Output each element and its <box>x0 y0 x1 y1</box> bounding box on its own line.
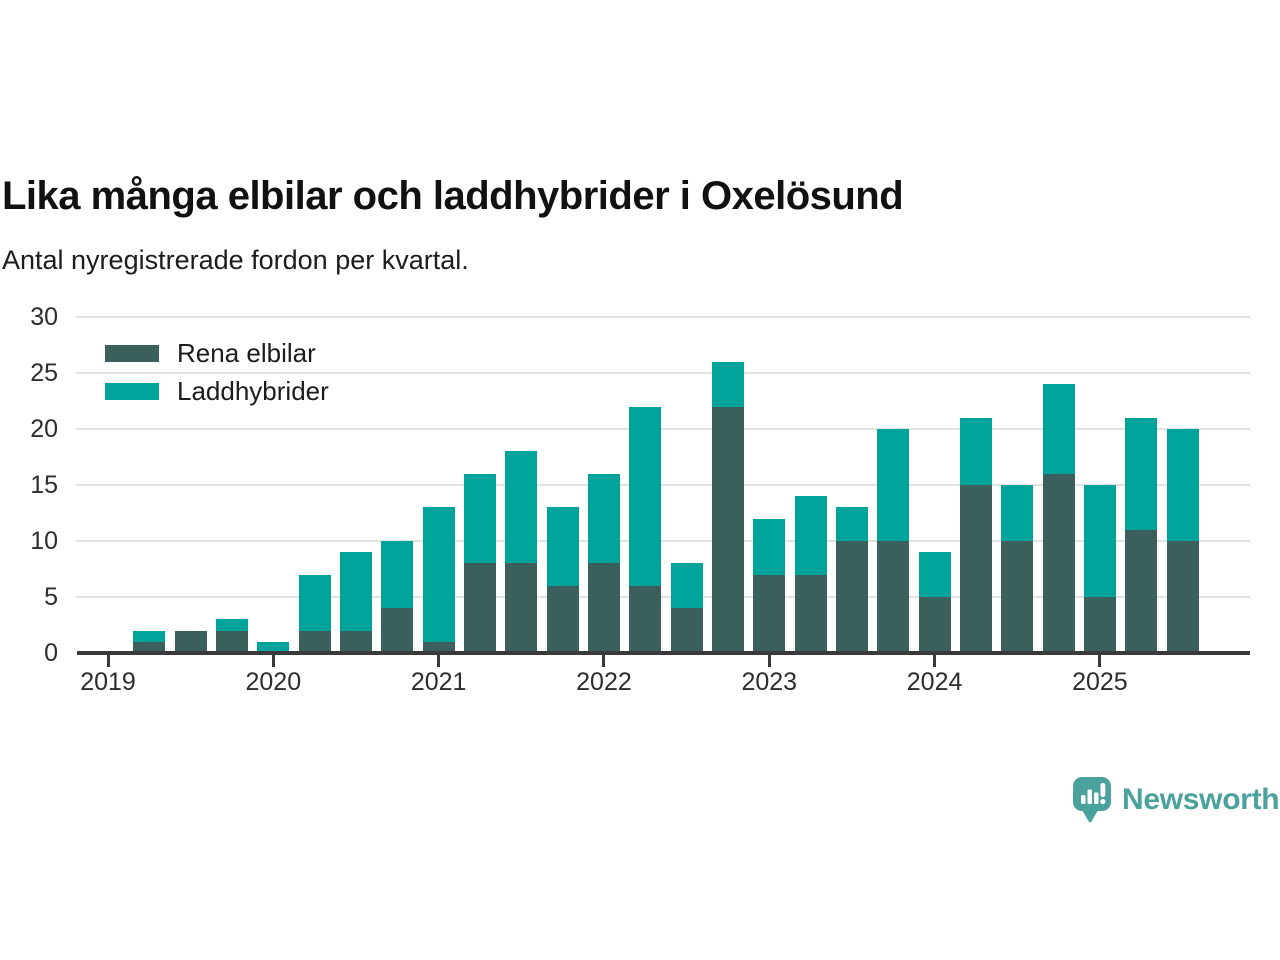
bar-segment-rena-elbilar <box>587 563 620 653</box>
gridline <box>76 540 1250 542</box>
x-axis-tick <box>602 655 606 667</box>
bar-segment-laddhybrider <box>835 507 868 541</box>
y-axis-label: 0 <box>44 639 58 667</box>
bar-segment-rena-elbilar <box>546 585 579 653</box>
bar-segment-rena-elbilar <box>1166 541 1199 653</box>
bar-segment-rena-elbilar <box>918 597 951 653</box>
x-axis-label: 2019 <box>80 668 136 696</box>
bar-segment-rena-elbilar <box>877 541 910 653</box>
legend-label-laddhybrider: Laddhybrider <box>177 375 329 406</box>
bar-segment-laddhybrider <box>298 574 331 631</box>
bar-segment-laddhybrider <box>959 417 992 485</box>
bar-segment-laddhybrider <box>1083 485 1116 597</box>
bar-segment-laddhybrider <box>1042 384 1075 474</box>
bar-segment-laddhybrider <box>1166 429 1199 541</box>
chart-title: Lika många elbilar och laddhybrider i Ox… <box>2 173 904 218</box>
bar-segment-rena-elbilar <box>298 630 331 653</box>
bar-segment-rena-elbilar <box>959 485 992 653</box>
x-axis-tick <box>106 655 110 667</box>
x-axis-tick <box>1098 655 1102 667</box>
gridline <box>76 596 1250 598</box>
legend-item-rena-elbilar: Rena elbilar <box>105 338 329 368</box>
gridline <box>76 484 1250 486</box>
x-axis-tick <box>933 655 937 667</box>
x-axis-label: 2022 <box>576 668 632 696</box>
bar-segment-rena-elbilar <box>1042 473 1075 653</box>
bar-segment-rena-elbilar <box>174 630 207 653</box>
bar-segment-laddhybrider <box>711 361 744 407</box>
bar-segment-rena-elbilar <box>670 608 703 653</box>
x-axis-label: 2021 <box>410 668 467 696</box>
bar-segment-rena-elbilar <box>794 574 827 653</box>
newsworthy-logo-icon <box>1072 776 1112 823</box>
bar-segment-rena-elbilar <box>463 563 496 653</box>
bar-segment-laddhybrider <box>877 429 910 541</box>
bar-segment-laddhybrider <box>505 451 538 564</box>
x-axis-label: 2023 <box>741 668 798 696</box>
bar-segment-rena-elbilar <box>339 630 372 653</box>
bar-segment-laddhybrider <box>463 473 496 564</box>
bar-segment-rena-elbilar <box>835 541 868 653</box>
legend-item-laddhybrider: Laddhybrider <box>105 376 329 406</box>
bar-segment-rena-elbilar <box>422 641 455 653</box>
x-axis-line <box>77 651 1250 655</box>
x-axis-tick <box>767 655 771 667</box>
bar-segment-rena-elbilar <box>1001 541 1034 653</box>
gridline <box>76 428 1250 430</box>
chart-subtitle: Antal nyregistrerade fordon per kvartal. <box>2 245 469 275</box>
legend-swatch-rena-elbilar <box>105 344 159 362</box>
bar-segment-laddhybrider <box>753 518 786 575</box>
bar-segment-rena-elbilar <box>505 563 538 653</box>
x-axis-label: 2025 <box>1072 668 1128 696</box>
bar-segment-laddhybrider <box>794 496 827 575</box>
bar-segment-rena-elbilar <box>753 574 786 653</box>
bar-segment-rena-elbilar <box>711 406 744 653</box>
bar-segment-laddhybrider <box>629 406 662 586</box>
y-axis-label: 15 <box>30 471 58 499</box>
bar-segment-rena-elbilar <box>1125 529 1158 653</box>
chart-legend: Rena elbilar Laddhybrider <box>105 338 329 414</box>
bar-segment-laddhybrider <box>1125 417 1158 530</box>
y-axis-label: 5 <box>44 583 58 611</box>
bar-segment-rena-elbilar <box>133 641 166 653</box>
gridline <box>76 372 1250 374</box>
bar-segment-laddhybrider <box>918 552 951 597</box>
newsworthy-brand-text: Newsworthy <box>1122 782 1280 816</box>
x-axis-tick <box>271 655 275 667</box>
gridline <box>76 316 1250 318</box>
y-axis-label: 25 <box>30 359 58 387</box>
bar-segment-laddhybrider <box>546 507 579 586</box>
y-axis-label: 10 <box>30 527 58 555</box>
y-axis-label: 20 <box>30 415 58 443</box>
x-axis-tick <box>437 655 441 667</box>
newsworthy-brand: Newsworthy <box>1072 776 1280 823</box>
bar-segment-laddhybrider <box>670 563 703 609</box>
bar-segment-laddhybrider <box>339 552 372 631</box>
bar-segment-rena-elbilar <box>215 630 248 653</box>
bar-segment-laddhybrider <box>422 507 455 642</box>
y-axis-label: 30 <box>30 303 58 331</box>
x-axis-label: 2024 <box>906 668 963 696</box>
bar-segment-rena-elbilar <box>381 608 414 653</box>
bar-segment-laddhybrider <box>215 619 248 631</box>
bar-segment-laddhybrider <box>257 641 290 653</box>
bar-segment-rena-elbilar <box>629 585 662 653</box>
bar-segment-laddhybrider <box>587 473 620 564</box>
x-axis-label: 2020 <box>245 668 302 696</box>
bar-segment-laddhybrider <box>1001 485 1034 541</box>
legend-label-rena-elbilar: Rena elbilar <box>177 337 316 368</box>
bar-segment-laddhybrider <box>133 630 166 642</box>
bar-segment-rena-elbilar <box>1083 597 1116 653</box>
bar-segment-laddhybrider <box>381 541 414 609</box>
legend-swatch-laddhybrider <box>105 382 159 400</box>
